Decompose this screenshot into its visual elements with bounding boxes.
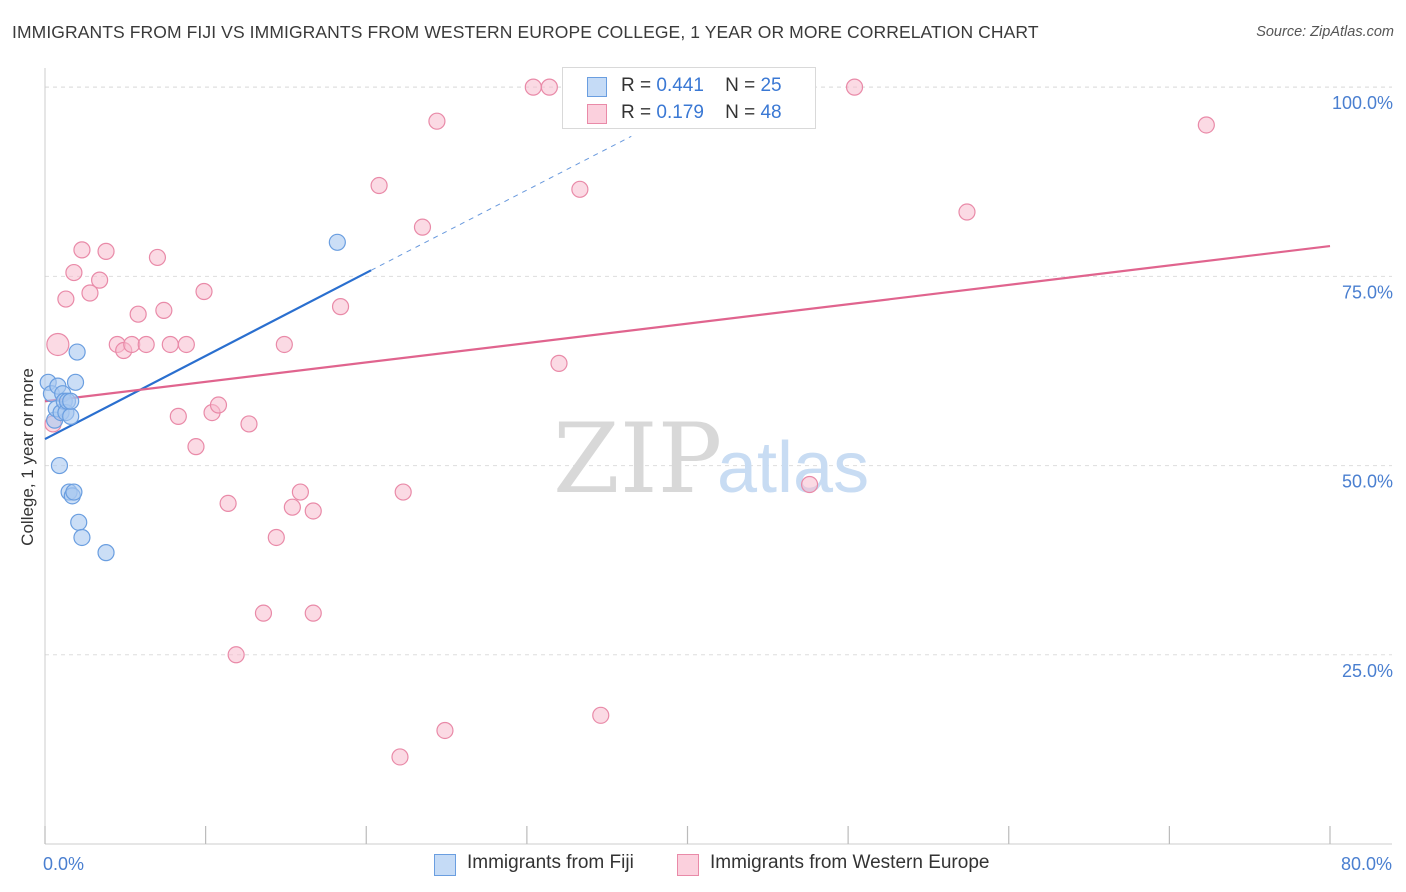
legend-r-label: R = (621, 75, 652, 96)
western-europe-point (148, 248, 167, 267)
fiji-point (65, 483, 83, 501)
watermark-zip: ZIP (553, 403, 722, 515)
fiji-swatch (587, 77, 607, 97)
y-axis-label: College, 1 year or more (18, 368, 37, 546)
western-europe-point (187, 438, 205, 456)
western-europe-point (219, 494, 237, 513)
western-europe-point (123, 335, 141, 354)
western-europe-point (331, 298, 350, 316)
western-europe-point (428, 112, 446, 130)
fiji-point (62, 392, 80, 410)
chart-title: IMMIGRANTS FROM FIJI VS IMMIGRANTS FROM … (12, 22, 1039, 42)
fiji-trend-extension (370, 135, 632, 271)
fiji-legend-label: Immigrants from Fiji (467, 852, 634, 873)
western-europe-point (91, 271, 109, 289)
western-europe-point (1197, 116, 1215, 134)
y-tick-label: 50.0% (1342, 472, 1393, 492)
western-europe-point (571, 180, 589, 198)
western-europe-point (161, 335, 179, 354)
fiji-point (70, 513, 88, 531)
western-europe-point (46, 332, 70, 357)
western-europe-point (391, 748, 409, 766)
western-europe-point (304, 604, 322, 622)
western-europe-n-value: 48 (760, 102, 782, 123)
legend-r-label: R = (621, 102, 652, 123)
western-europe-point (73, 241, 91, 259)
fiji-point (68, 343, 86, 361)
grid-layer (45, 86, 1392, 656)
legend-n-label: N = (725, 102, 756, 123)
watermark-atlas: atlas (717, 428, 869, 508)
western-europe-point (413, 218, 432, 236)
western-europe-point (227, 646, 245, 664)
western-europe-point (304, 502, 322, 520)
x-tick-label-max: 80.0% (1341, 854, 1392, 874)
western-europe-point (540, 78, 558, 96)
fiji-point (62, 407, 80, 425)
western-europe-point (177, 335, 195, 354)
western-europe-point (137, 335, 155, 354)
western-europe-point (592, 706, 610, 724)
trend-layer (44, 135, 1331, 441)
western-europe-trend-line (44, 244, 1331, 403)
western-europe-point (275, 335, 293, 354)
correlation-legend: R = 0.441 N = 25 R = 0.179 N = 48 (562, 67, 816, 129)
fiji-point (73, 528, 91, 547)
western-europe-point (57, 290, 75, 308)
y-tick-label: 25.0% (1342, 661, 1393, 681)
axis-layer: 25.0% 50.0% 75.0% 100.0% (44, 68, 1393, 845)
fiji-r-value: 0.441 (656, 75, 704, 96)
western-europe-swatch (587, 104, 607, 124)
western-europe-point (169, 407, 187, 425)
x-tick-label-min: 0.0% (43, 854, 84, 874)
western-europe-point (958, 203, 976, 221)
western-europe-point (209, 396, 228, 414)
fiji-point (50, 456, 69, 475)
western-europe-point (81, 284, 99, 302)
fiji-point (97, 544, 115, 562)
western-europe-point (291, 483, 309, 501)
fiji-point (66, 373, 85, 391)
western-europe-point (254, 604, 273, 622)
western-europe-point (129, 305, 147, 323)
western-europe-point (550, 354, 568, 372)
western-europe-point (267, 528, 285, 547)
western-europe-point (800, 475, 819, 494)
western-europe-point (97, 242, 115, 260)
western-europe-point (370, 176, 388, 195)
western-europe-point (394, 483, 412, 501)
western-europe-point (436, 721, 454, 740)
fiji-point (328, 233, 346, 251)
source-label: Source: ZipAtlas.com (1256, 24, 1394, 40)
western-europe-legend-label: Immigrants from Western Europe (710, 852, 990, 873)
western-europe-point (845, 78, 864, 96)
western-europe-point (240, 415, 258, 433)
legend-n-label: N = (725, 75, 756, 96)
western-europe-point (524, 78, 542, 96)
western-europe-point (195, 282, 213, 301)
western-europe-point (65, 263, 83, 282)
western-europe-legend-swatch (677, 854, 699, 876)
western-europe-point (283, 498, 301, 516)
fiji-n-value: 25 (760, 75, 782, 96)
fiji-legend-swatch (434, 854, 456, 876)
western-europe-r-value: 0.179 (656, 102, 704, 123)
y-tick-label: 100.0% (1332, 93, 1393, 113)
points-layer (39, 78, 1215, 766)
western-europe-point (155, 301, 173, 320)
y-tick-label: 75.0% (1342, 282, 1393, 302)
fiji-trend-line (44, 269, 372, 441)
watermark: ZIP atlas (553, 403, 869, 515)
